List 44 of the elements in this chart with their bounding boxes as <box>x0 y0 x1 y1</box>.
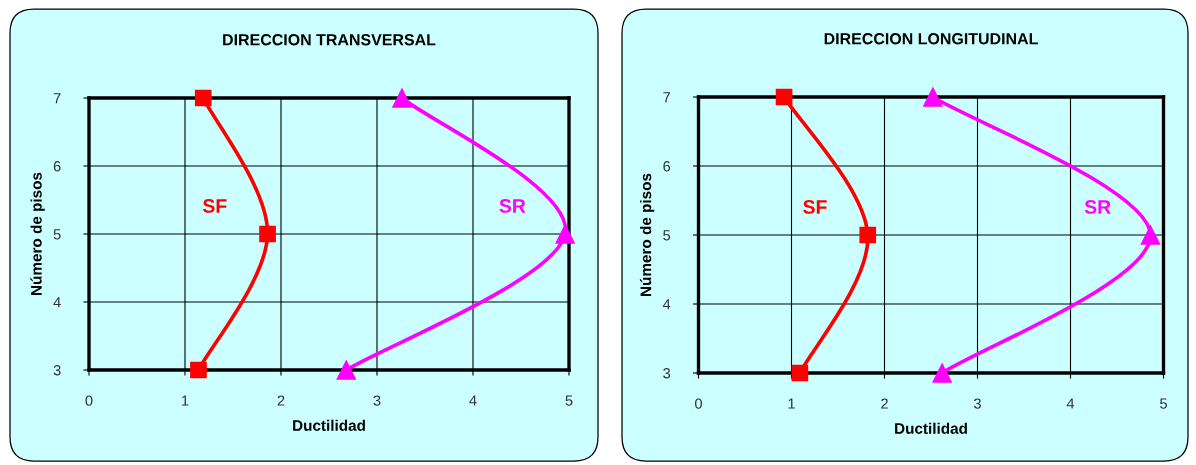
point <box>775 88 793 106</box>
point <box>923 87 943 107</box>
y-tick-label: 6 <box>663 161 671 172</box>
x-tick-label: 2 <box>881 398 888 409</box>
y-axis-title: Número de pisos <box>639 173 655 296</box>
y-axis-title: Número de pisos <box>30 172 45 295</box>
x-tick-label: 1 <box>788 398 795 409</box>
x-tick-label: 1 <box>182 395 189 406</box>
y-tick-label: 7 <box>663 92 670 103</box>
y-tick-label: 3 <box>53 365 61 376</box>
series-label: SF <box>202 199 227 213</box>
x-tick-label: 4 <box>1066 398 1075 409</box>
series-label: SR <box>499 199 526 213</box>
x-tick-label: 4 <box>469 395 477 406</box>
point <box>392 88 412 108</box>
y-tick-label: 7 <box>53 93 61 104</box>
point <box>1140 225 1161 245</box>
point <box>259 225 276 243</box>
series-label: SF <box>803 200 827 214</box>
y-tick-label: 3 <box>663 368 671 379</box>
x-axis-title: Ductilidad <box>293 419 365 431</box>
y-tick-label: 6 <box>53 161 61 172</box>
point <box>190 361 207 379</box>
x-axis-title: Ductilidad <box>895 422 967 434</box>
x-tick-label: 3 <box>974 398 981 409</box>
x-tick-label: 3 <box>373 395 381 406</box>
point <box>859 226 877 244</box>
x-tick-label: 0 <box>695 398 702 409</box>
y-tick-label: 4 <box>662 299 671 310</box>
x-tick-label: 2 <box>277 395 285 406</box>
y-tick-label: 5 <box>663 230 671 241</box>
y-tick-label: 4 <box>53 297 61 308</box>
y-tick-label: 5 <box>53 229 61 240</box>
point <box>194 89 212 107</box>
point <box>555 224 575 244</box>
x-tick-label: 0 <box>85 395 93 406</box>
point <box>932 363 952 383</box>
x-tick-label: 5 <box>565 395 573 406</box>
chart-title: DIRECCION TRANSVERSAL <box>223 34 436 46</box>
point <box>336 360 357 380</box>
chart-title: DIRECCION LONGITUDINAL <box>824 33 1038 45</box>
point <box>791 364 809 382</box>
x-tick-label: 5 <box>1160 398 1167 409</box>
series-label: SR <box>1084 200 1111 214</box>
